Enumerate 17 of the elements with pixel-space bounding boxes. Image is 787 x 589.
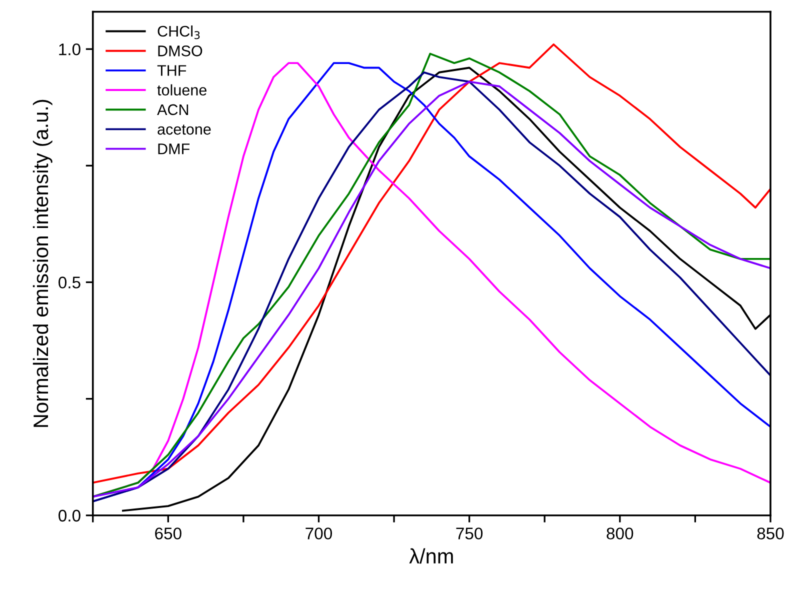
x-tick-label: 850 — [757, 528, 784, 540]
legend-label: acetone — [158, 124, 211, 135]
legend-label: CHCl$_{3}$ — [158, 25, 200, 40]
x-tick-label: 800 — [606, 528, 634, 540]
y-tick-label: 1.0 — [59, 43, 80, 56]
x-tick-label: 700 — [306, 528, 332, 540]
y-axis-title: Normalized emission intensity (a.u.) — [32, 100, 52, 427]
legend-label: DMF — [158, 144, 190, 154]
x-tick-label: 750 — [456, 528, 483, 540]
x-axis-title: λ/nm — [409, 548, 453, 564]
legend-label: toluene — [157, 84, 206, 96]
legend-label: ACN — [157, 104, 188, 116]
legend-label: THF — [157, 65, 186, 76]
legend-label: DMSO — [158, 46, 202, 56]
y-tick-label: 0.5 — [58, 276, 80, 288]
y-tick-label: 0.0 — [58, 510, 80, 522]
x-tick-label: 650 — [155, 528, 182, 540]
